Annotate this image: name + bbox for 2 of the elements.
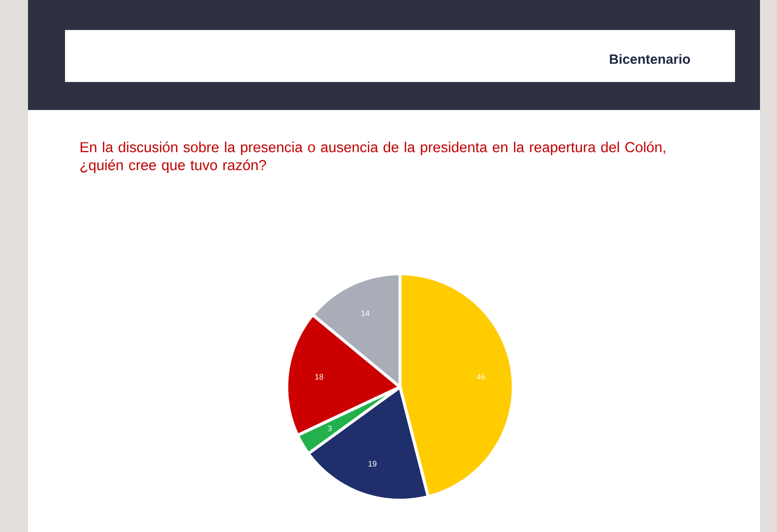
chart-title: En la discusión sobre la presencia o ausencia de la presidenta en la reapertura del Colón, ¿quién cree que tuvo razón? — [80, 142, 666, 174]
text: Bicentenario — [610, 54, 690, 64]
